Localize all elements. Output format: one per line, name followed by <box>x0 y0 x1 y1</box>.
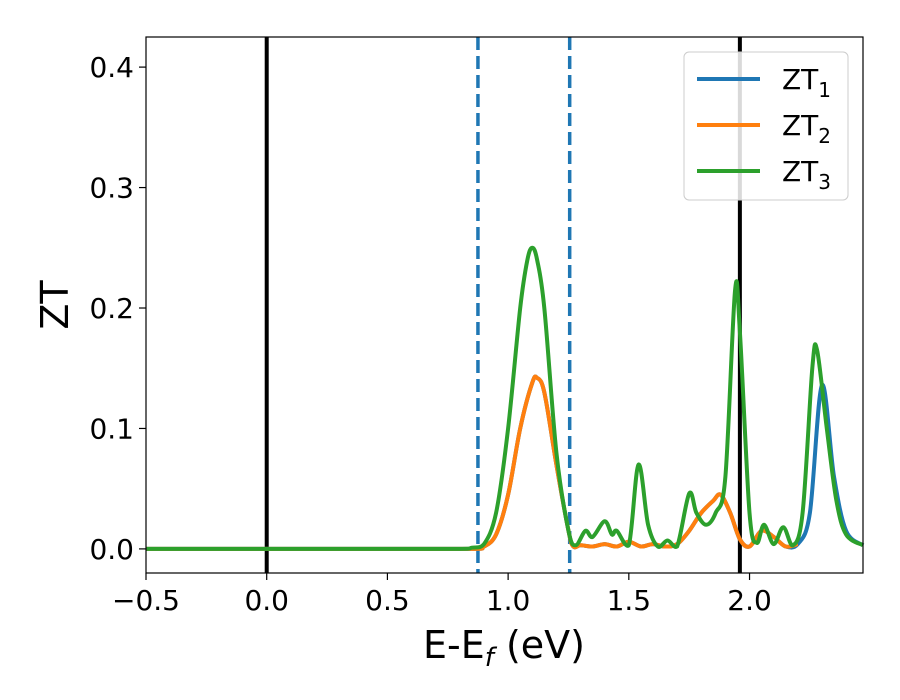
y-axis-label: ZT <box>33 280 77 330</box>
x-tick-label: 2.0 <box>727 584 772 617</box>
legend-label-subscript: 1 <box>818 78 831 102</box>
vertical-reference-lines <box>264 37 742 573</box>
x-tick-label: 0.5 <box>365 584 410 617</box>
legend-box <box>683 51 849 201</box>
x-axis-label: E-Ef (eV) <box>423 623 585 673</box>
y-tick-label: 0.0 <box>89 533 134 566</box>
series-line-2 <box>145 374 799 551</box>
series-lines <box>145 245 865 551</box>
x-tick-label: −0.5 <box>112 584 180 617</box>
y-tick-label: 0.3 <box>89 172 134 205</box>
series-line-3 <box>145 245 865 551</box>
legend-label-main: ZT <box>782 63 819 96</box>
legend-label-2: ZT2 <box>782 109 831 148</box>
x-axis-ticks: −0.5 0.0 0.5 1.0 1.5 2.0 <box>112 573 772 617</box>
x-tick-label: 1.5 <box>607 584 652 617</box>
legend-label-subscript: 2 <box>818 124 831 148</box>
legend-label-3: ZT3 <box>782 155 831 194</box>
x-tick-label: 0.0 <box>244 584 289 617</box>
x-axis-label-unit: (eV) <box>494 623 585 667</box>
legend-label-main: ZT <box>782 109 819 142</box>
y-tick-label: 0.4 <box>89 51 134 84</box>
legend-label-main: ZT <box>782 155 819 188</box>
x-tick-label: 1.0 <box>486 584 531 617</box>
x-axis-label-main: E-E <box>423 623 485 667</box>
y-axis-ticks: 0.0 0.1 0.2 0.3 0.4 <box>89 51 146 566</box>
plot-frame <box>145 36 864 574</box>
legend-label-1: ZT1 <box>782 63 831 102</box>
y-tick-label: 0.2 <box>89 292 134 325</box>
legend-label-subscript: 3 <box>818 170 831 194</box>
y-tick-label: 0.1 <box>89 412 134 445</box>
